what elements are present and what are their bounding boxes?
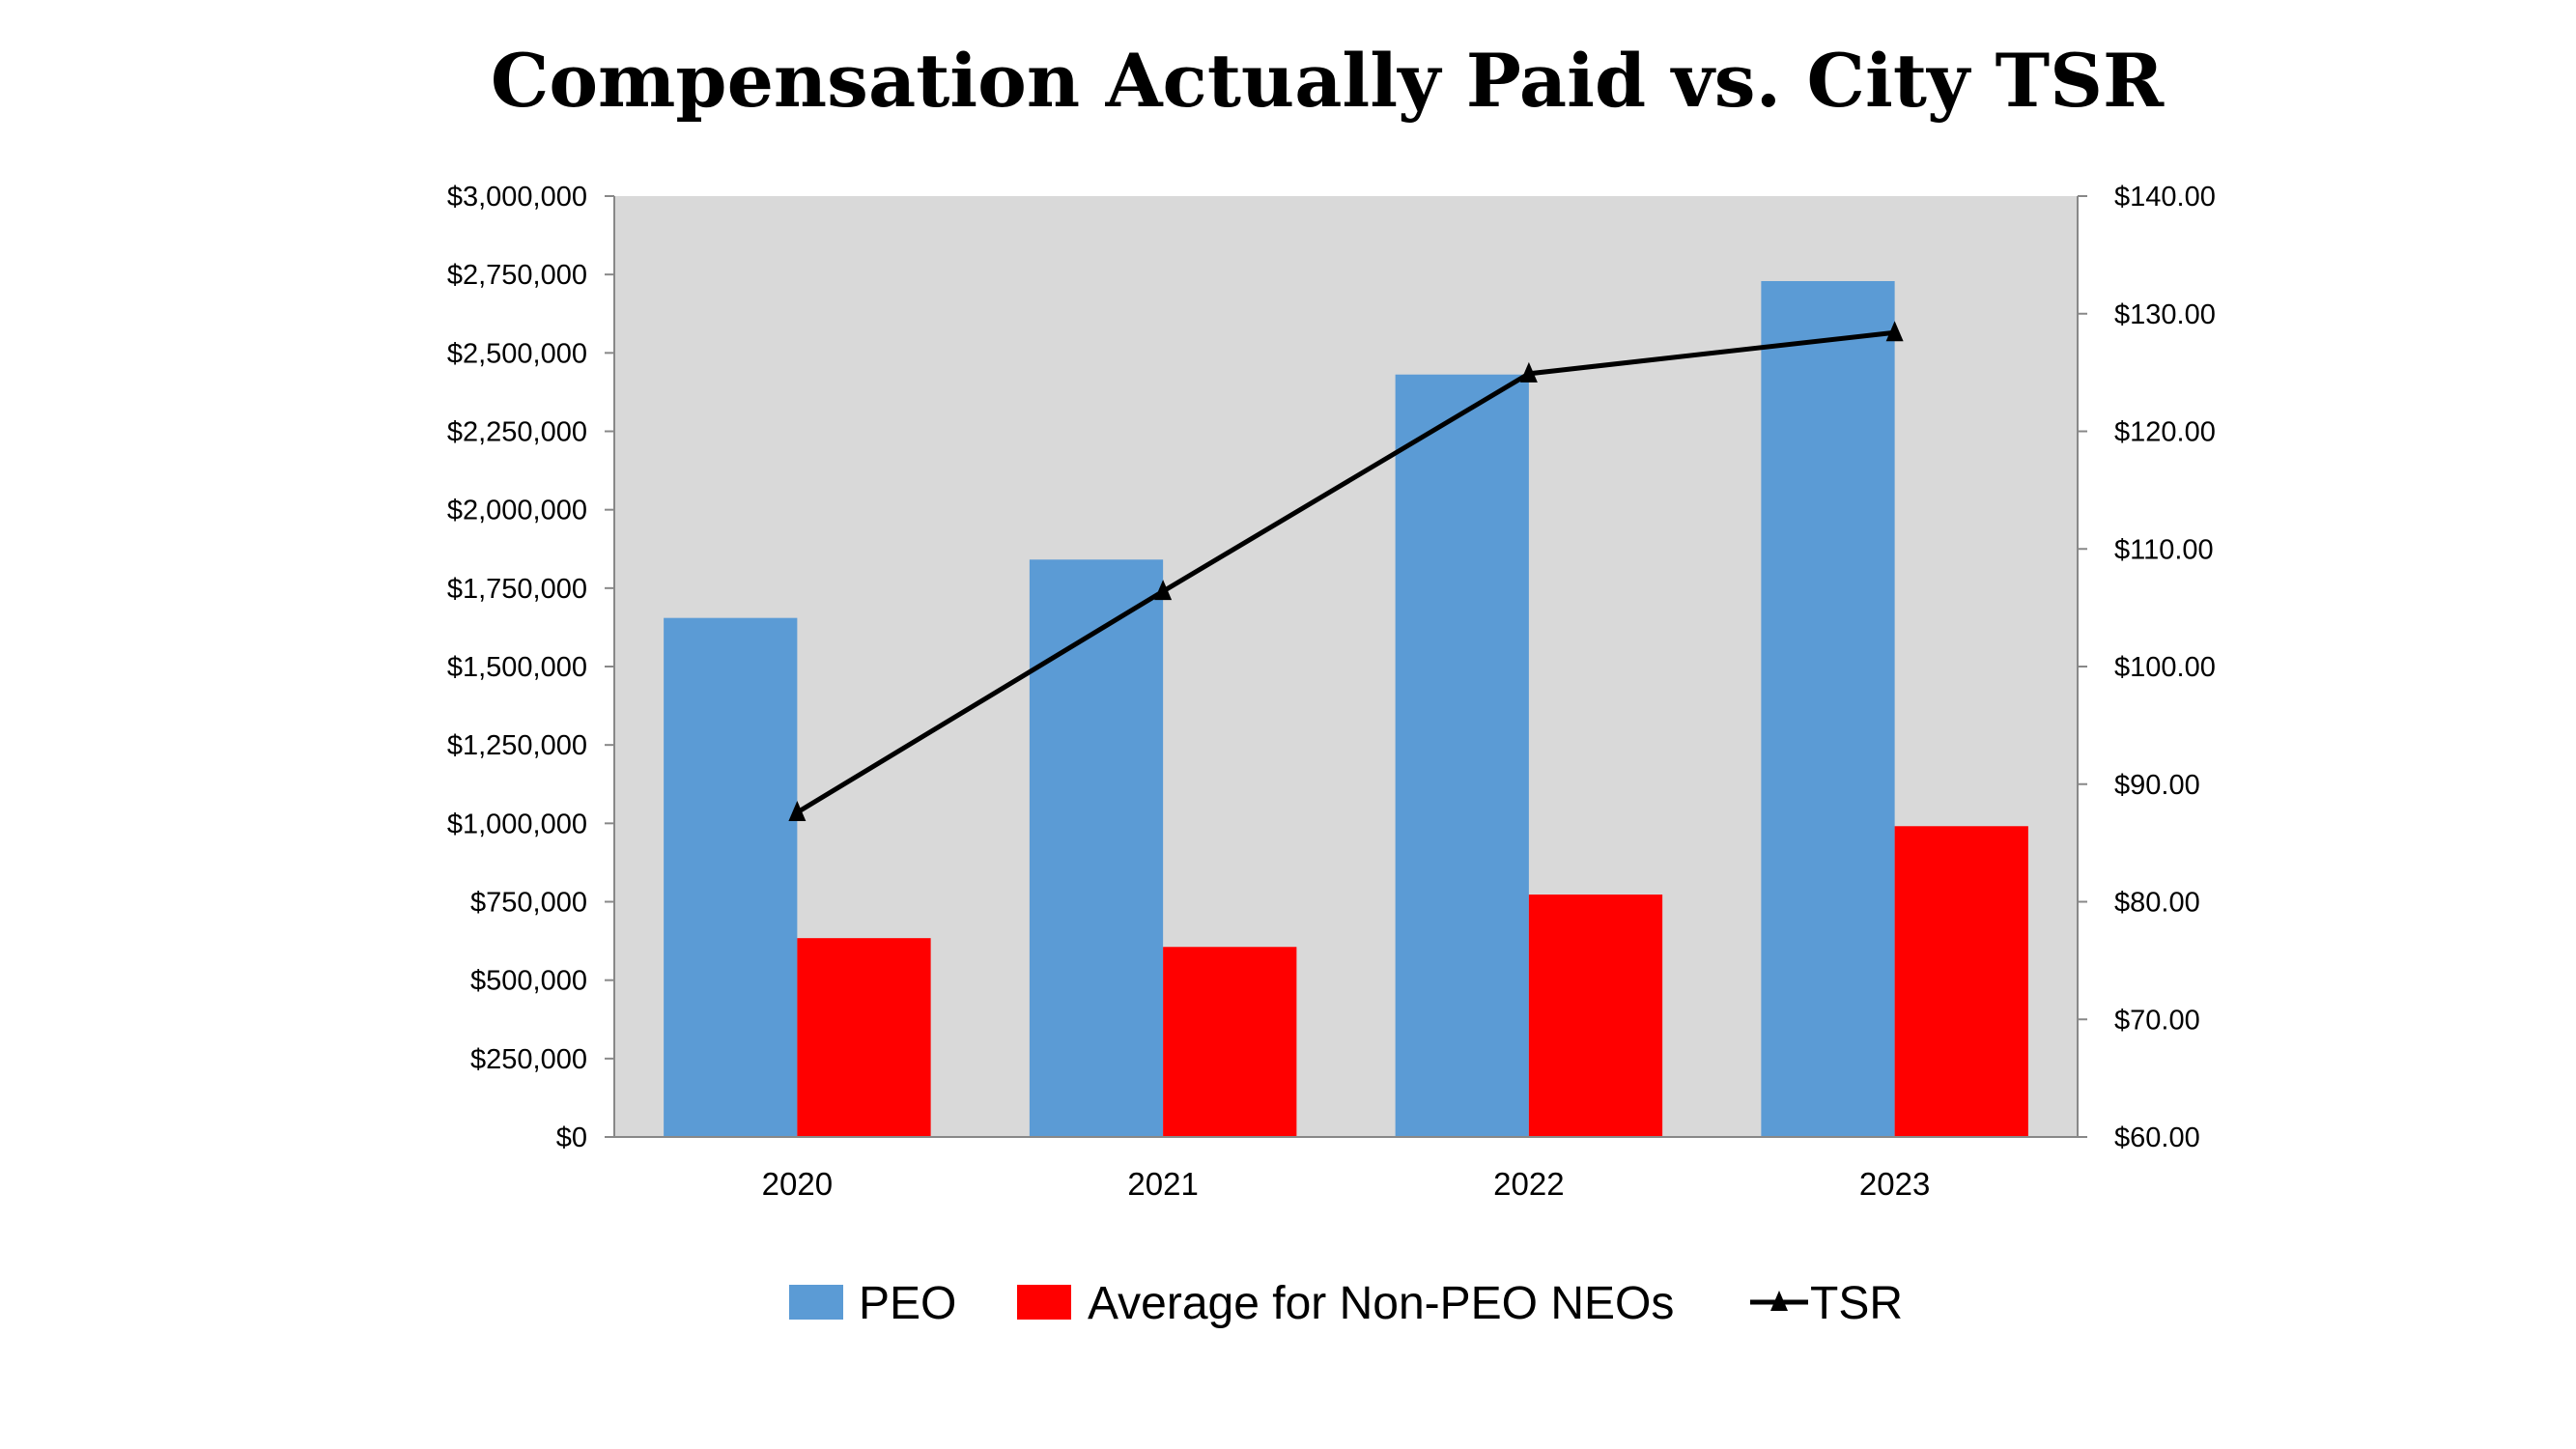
right-tick-label: $60.00 bbox=[2114, 1122, 2200, 1153]
left-tick-label: $750,000 bbox=[470, 888, 587, 919]
bar-average-for-non-peo-neos-2023 bbox=[1894, 826, 2028, 1137]
legend-label-non-peo: Average for Non-PEO NEOs bbox=[1088, 1278, 1674, 1329]
left-tick-label: $2,000,000 bbox=[447, 496, 587, 526]
axes-layer: 2020 2021 2022 2023 $0 $250,000 $500,000 $750,0… bbox=[447, 182, 2216, 1202]
left-tick-label: $2,750,000 bbox=[447, 260, 587, 291]
tsr-marker-2022 bbox=[1519, 361, 1538, 383]
left-tick-label: $2,500,000 bbox=[447, 338, 587, 369]
right-tick-label: $90.00 bbox=[2114, 770, 2200, 801]
bar-peo-2020 bbox=[664, 617, 798, 1137]
left-tick-label: $2,250,000 bbox=[447, 417, 587, 448]
left-tick-label: $1,750,000 bbox=[447, 574, 587, 605]
x-tick-label: 2020 bbox=[762, 1166, 833, 1202]
x-tick-label: 2021 bbox=[1127, 1166, 1198, 1202]
right-tick-label: $80.00 bbox=[2114, 888, 2200, 919]
legend-triangle-icon bbox=[1770, 1291, 1788, 1311]
right-tick-label: $140.00 bbox=[2114, 182, 2216, 213]
tsr-line bbox=[796, 329, 1895, 815]
left-tick-label: $1,250,000 bbox=[447, 730, 587, 761]
left-tick-label: $500,000 bbox=[470, 966, 587, 997]
tsr-line-layer bbox=[788, 321, 1904, 821]
legend-swatch-peo bbox=[789, 1285, 843, 1320]
right-tick-label: $130.00 bbox=[2114, 299, 2216, 330]
right-tick-label: $70.00 bbox=[2114, 1005, 2200, 1036]
x-tick-label: 2022 bbox=[1493, 1166, 1564, 1202]
bars-layer bbox=[664, 280, 2028, 1137]
tsr-marker-2020 bbox=[788, 800, 807, 821]
bar-peo-2023 bbox=[1761, 280, 1895, 1137]
left-tick-label: $1,000,000 bbox=[447, 809, 587, 839]
legend: PEO Average for Non-PEO NEOs TSR bbox=[789, 1278, 1903, 1329]
tsr-marker-2021 bbox=[1154, 580, 1173, 601]
bar-peo-2021 bbox=[1029, 559, 1164, 1137]
left-tick-label: $3,000,000 bbox=[447, 182, 587, 213]
bar-average-for-non-peo-neos-2020 bbox=[797, 938, 931, 1137]
bar-average-for-non-peo-neos-2022 bbox=[1528, 895, 1663, 1137]
left-tick-label: $0 bbox=[556, 1122, 587, 1153]
left-tick-label: $1,500,000 bbox=[447, 652, 587, 683]
x-tick-label: 2023 bbox=[1859, 1166, 1930, 1202]
left-tick-label: $250,000 bbox=[470, 1044, 587, 1075]
right-tick-label: $100.00 bbox=[2114, 652, 2216, 683]
bar-average-for-non-peo-neos-2021 bbox=[1163, 947, 1297, 1137]
right-tick-label: $120.00 bbox=[2114, 417, 2216, 448]
legend-swatch-non-peo bbox=[1017, 1285, 1071, 1320]
chart-title: Compensation Actually Paid vs. City TSR bbox=[491, 38, 2165, 124]
legend-label-tsr: TSR bbox=[1810, 1278, 1903, 1329]
bar-peo-2022 bbox=[1395, 374, 1529, 1137]
legend-label-peo: PEO bbox=[859, 1278, 956, 1329]
right-tick-label: $110.00 bbox=[2114, 534, 2214, 565]
tsr-marker-2023 bbox=[1885, 321, 1904, 342]
